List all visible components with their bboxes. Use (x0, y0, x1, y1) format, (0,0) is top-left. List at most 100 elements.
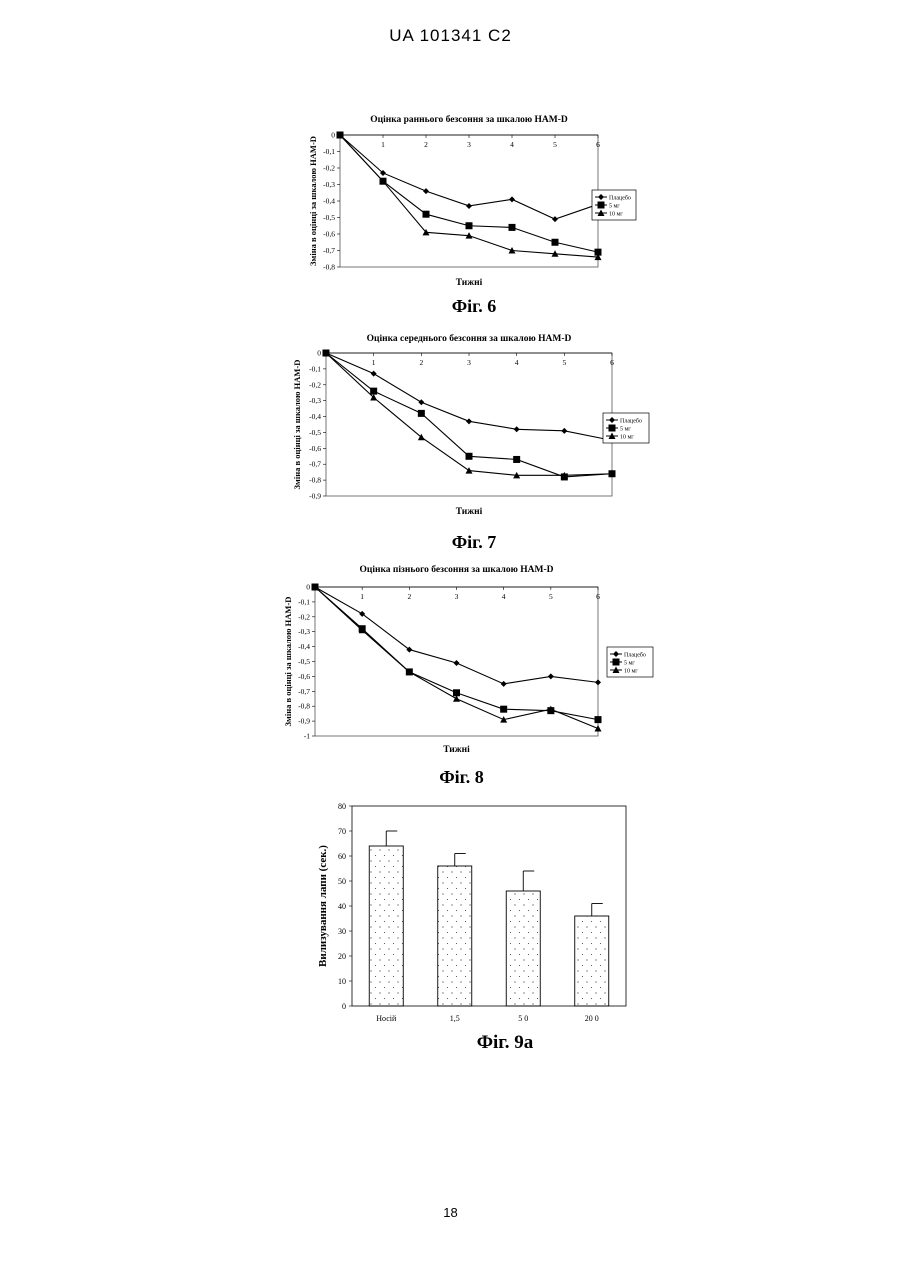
x-tick-label: 6 (610, 358, 614, 367)
data-point (337, 132, 344, 139)
data-point (548, 673, 554, 679)
data-point (595, 679, 601, 685)
legend-label: 5 мг (620, 427, 631, 433)
y-tick-label: -0,3 (298, 627, 310, 636)
legend-marker (613, 651, 619, 657)
figure-caption: Фіг. 8 (439, 767, 484, 787)
data-point (547, 706, 554, 713)
x-tick-label: 4 (502, 592, 506, 601)
legend-label: 5 мг (609, 204, 620, 210)
document-header: UA 101341 C2 (0, 26, 901, 46)
series-line (326, 353, 612, 475)
data-point (552, 250, 559, 256)
y-tick-label: -0,1 (323, 147, 335, 156)
figure-caption: Фіг. 7 (452, 532, 497, 552)
data-point (453, 695, 460, 702)
chart-title: Оцінка середнього безсоння за шкалою HAM… (367, 333, 572, 344)
y-tick-label: 70 (338, 827, 346, 836)
x-tick-label: 5 (549, 592, 553, 601)
data-point (500, 706, 507, 713)
x-axis-label: Тижні (456, 277, 483, 288)
data-point (406, 668, 413, 675)
x-tick-label: 5 0 (518, 1014, 528, 1023)
data-point (337, 132, 344, 139)
legend-marker (598, 194, 604, 200)
data-point (509, 247, 516, 254)
x-tick-label: 5 (562, 358, 566, 367)
legend-label: 10 мг (624, 669, 638, 675)
chart-title: Оцінка пізнього безсоння за шкалою HAM-D (360, 564, 554, 575)
series-line (315, 587, 598, 729)
data-point (453, 689, 460, 696)
y-tick-label: -0,9 (309, 492, 321, 501)
y-tick-label: 80 (338, 802, 346, 811)
y-tick-label: -0,6 (298, 672, 310, 681)
x-tick-label: 2 (419, 358, 423, 367)
y-tick-label: 40 (338, 902, 346, 911)
y-tick-label: 10 (338, 977, 346, 986)
y-tick-label: -0,2 (323, 164, 335, 173)
data-point (514, 426, 520, 432)
data-point (552, 239, 559, 246)
data-point (323, 350, 329, 356)
data-point (595, 725, 602, 732)
data-point (509, 196, 515, 202)
data-point (406, 647, 412, 653)
y-tick-label: 0 (342, 1002, 346, 1011)
data-point (359, 625, 366, 632)
data-point (466, 222, 473, 229)
series-line (315, 587, 598, 684)
legend-box (607, 647, 653, 677)
data-point (513, 472, 520, 479)
data-point (423, 229, 430, 236)
series-line (340, 135, 598, 257)
y-tick-label: -0,5 (298, 657, 310, 666)
data-point (323, 350, 330, 357)
y-tick-label: -0,2 (309, 380, 321, 389)
y-tick-label: -0,8 (309, 476, 321, 485)
y-tick-label: 0 (331, 131, 335, 140)
y-tick-label: -0,4 (323, 197, 335, 206)
y-tick-label: -0,6 (323, 230, 335, 239)
legend-marker (598, 210, 605, 217)
data-point (423, 211, 430, 218)
x-tick-label: 3 (455, 592, 459, 601)
y-tick-label: -0,4 (309, 412, 321, 421)
data-point (595, 254, 602, 261)
x-tick-label: 2 (407, 592, 411, 601)
y-tick-label: -0,4 (298, 642, 310, 651)
data-point (423, 188, 429, 194)
data-point (561, 428, 567, 434)
y-tick-label: 30 (338, 927, 346, 936)
x-tick-label: 1 (372, 358, 376, 367)
x-axis-label: Тижні (443, 744, 470, 755)
bar (506, 891, 540, 1006)
data-point (380, 178, 387, 185)
figure-caption: Фіг. 9а (477, 1032, 534, 1053)
y-tick-label: -0,1 (309, 364, 321, 373)
x-tick-label: 1 (360, 592, 364, 601)
data-point (466, 467, 473, 474)
data-point (500, 716, 507, 723)
y-tick-label: 50 (338, 877, 346, 886)
legend-label: Плацебо (609, 195, 631, 202)
data-point (561, 473, 568, 480)
series-line (340, 135, 598, 219)
y-tick-label: -0,7 (309, 460, 321, 469)
chart-title: Оцінка раннього безсоння за шкалою HAM-D (370, 114, 568, 125)
legend-label: Плацебо (620, 418, 642, 425)
y-tick-label: 0 (317, 349, 321, 358)
legend-box (603, 413, 649, 443)
data-point (406, 668, 413, 675)
y-axis-label: Вилизування лапи (сек.) (317, 845, 329, 967)
legend-label: 10 мг (620, 435, 634, 441)
x-tick-label: 6 (596, 592, 600, 601)
x-tick-label: 1 (381, 140, 385, 149)
bar (369, 846, 403, 1006)
series-line (326, 353, 612, 477)
data-point (595, 716, 602, 723)
legend-marker (598, 202, 605, 209)
data-point (466, 203, 472, 209)
data-point (466, 418, 472, 424)
